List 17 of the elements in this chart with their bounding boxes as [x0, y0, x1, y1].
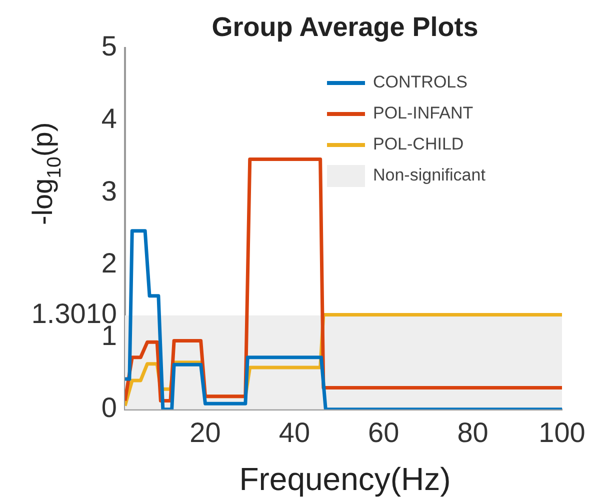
x-tick-label: 40 [278, 416, 310, 448]
y-tick-label: 5 [101, 30, 117, 62]
x-tick-label: 20 [190, 416, 221, 448]
legend-label: Non-significant [373, 166, 486, 185]
legend-label: CONTROLS [373, 72, 468, 92]
y-tick-label: 2 [101, 248, 117, 279]
x-tick-label: 80 [457, 416, 488, 448]
x-axis-title: Frequency(Hz) [239, 461, 451, 497]
legend-label: POL-CHILD [373, 134, 464, 154]
x-tick-label: 60 [368, 416, 400, 448]
y-tick-label: 4 [101, 103, 117, 134]
x-tick-label: 100 [538, 416, 586, 448]
y-axis-title: -log10(p) [27, 122, 66, 226]
legend-label: POL-INFANT [373, 104, 474, 123]
y-tick-label: 3 [101, 175, 117, 206]
chart-title: Group Average Plots [212, 12, 478, 42]
y-tick-label: 0 [101, 392, 117, 424]
